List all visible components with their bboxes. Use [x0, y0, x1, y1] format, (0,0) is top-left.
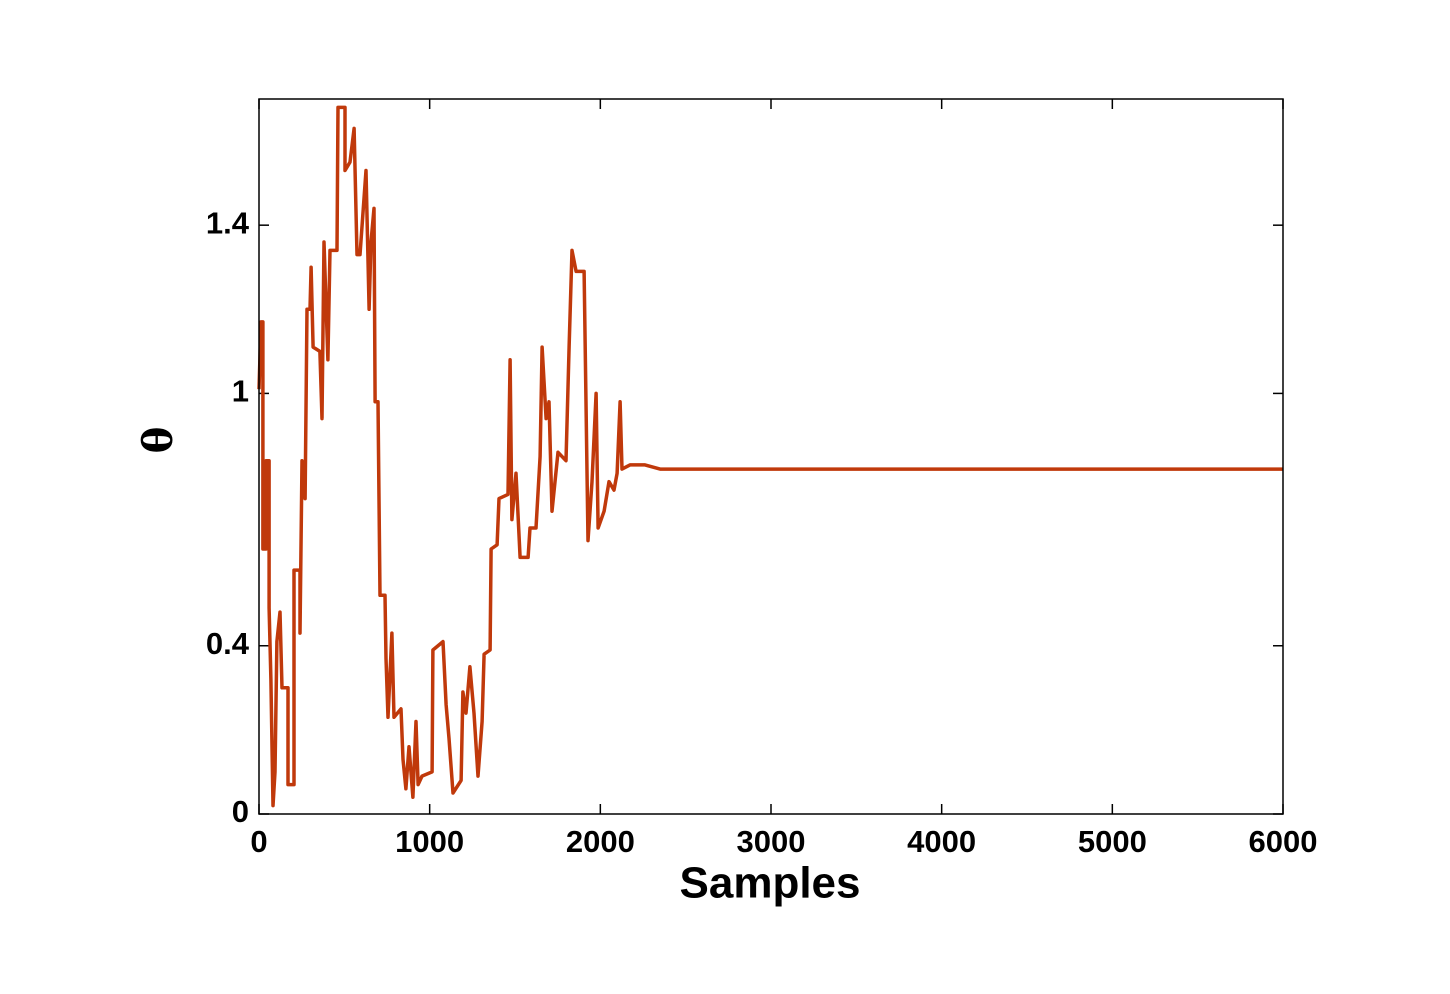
x-tick-label: 0 [250, 824, 267, 859]
x-axis-label: Samples [680, 859, 861, 908]
x-tick-label: 1000 [395, 824, 464, 859]
y-tick-label: 1 [232, 374, 249, 409]
y-tick-label: 0.4 [206, 626, 250, 661]
x-tick-label: 4000 [907, 824, 976, 859]
x-tick-label: 5000 [1078, 824, 1147, 859]
x-tick-label: 2000 [566, 824, 635, 859]
y-tick-label: 0 [232, 794, 249, 829]
x-tick-label: 3000 [737, 824, 806, 859]
x-tick-label: 6000 [1249, 824, 1318, 859]
y-tick-label: 1.4 [206, 205, 250, 240]
data-line [257, 105, 1283, 808]
y-axis-label: θ [135, 427, 182, 454]
plot-frame [258, 98, 1284, 815]
